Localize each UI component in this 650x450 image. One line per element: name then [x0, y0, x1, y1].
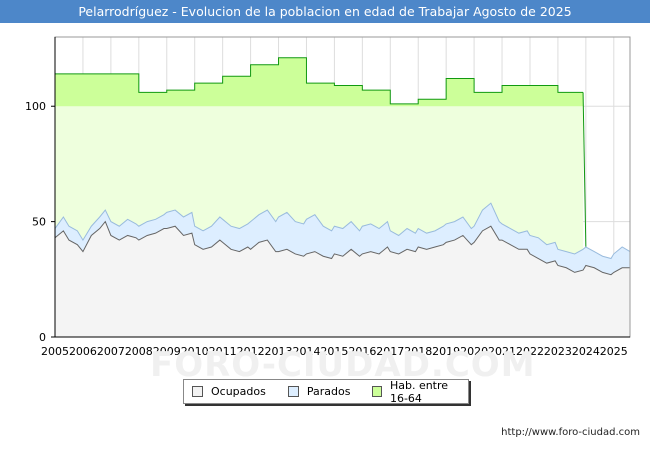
- legend-label-parados: Parados: [306, 385, 351, 398]
- x-tick-label: 2018: [404, 345, 432, 358]
- parados-line: [54, 202, 631, 260]
- series-layer: [54, 57, 631, 338]
- x-tick-label: 2010: [181, 345, 209, 358]
- legend-label-hab: Hab. entre 16-64: [389, 378, 449, 405]
- x-tick-label: 2017: [376, 345, 404, 358]
- hab-line-drop: [582, 92, 587, 248]
- legend-swatch-parados: [287, 386, 299, 397]
- legend: Ocupados Parados Hab. entre 16-64: [183, 379, 469, 405]
- x-tick-label: 2025: [600, 345, 628, 358]
- legend-item-parados: Parados: [287, 385, 351, 398]
- x-tick-label: 2007: [97, 345, 125, 358]
- axes: 2005 2006 2007 2008 2009 2010 2011 2012 2013 2014…: [25, 36, 631, 358]
- y-tick-label: 100: [25, 100, 46, 113]
- x-tick-label: 2005: [41, 345, 69, 358]
- y-tick-label: 50: [32, 216, 46, 229]
- x-tick-label: 2023: [544, 345, 572, 358]
- x-tick-label: 2013: [265, 345, 293, 358]
- x-tick-label: 2012: [237, 345, 265, 358]
- y-tick-label: 0: [39, 331, 46, 344]
- legend-swatch-hab: [372, 386, 382, 397]
- hab-line: [55, 57, 584, 105]
- legend-item-ocupados: Ocupados: [192, 385, 266, 398]
- ocupados-area: [55, 221, 630, 337]
- x-tick-label: 2006: [69, 345, 97, 358]
- x-tick-label: 2022: [516, 345, 544, 358]
- source-credit: http://www.foro-ciudad.com: [501, 427, 640, 438]
- x-tick-label: 2024: [572, 345, 600, 358]
- legend-label-ocupados: Ocupados: [211, 385, 266, 398]
- chart-title: Pelarrodríguez - Evolucion de la poblaci…: [0, 0, 650, 23]
- x-tick-label: 2008: [125, 345, 153, 358]
- legend-swatch-ocupados: [192, 386, 203, 397]
- x-tick-label: 2011: [209, 345, 237, 358]
- x-tick-label: 2016: [348, 345, 376, 358]
- ocupados-line: [54, 220, 630, 276]
- x-tick-label: 2009: [153, 345, 181, 358]
- legend-item-hab: Hab. entre 16-64: [372, 379, 468, 405]
- x-tick-label: 2014: [292, 345, 320, 358]
- x-tick-label: 2019: [432, 345, 460, 358]
- x-tick-label: 2020: [460, 345, 488, 358]
- x-tick-label: 2015: [320, 345, 348, 358]
- watermark: FORO-CIUDAD.COM: [150, 345, 536, 385]
- x-tick-label: 2021: [488, 345, 516, 358]
